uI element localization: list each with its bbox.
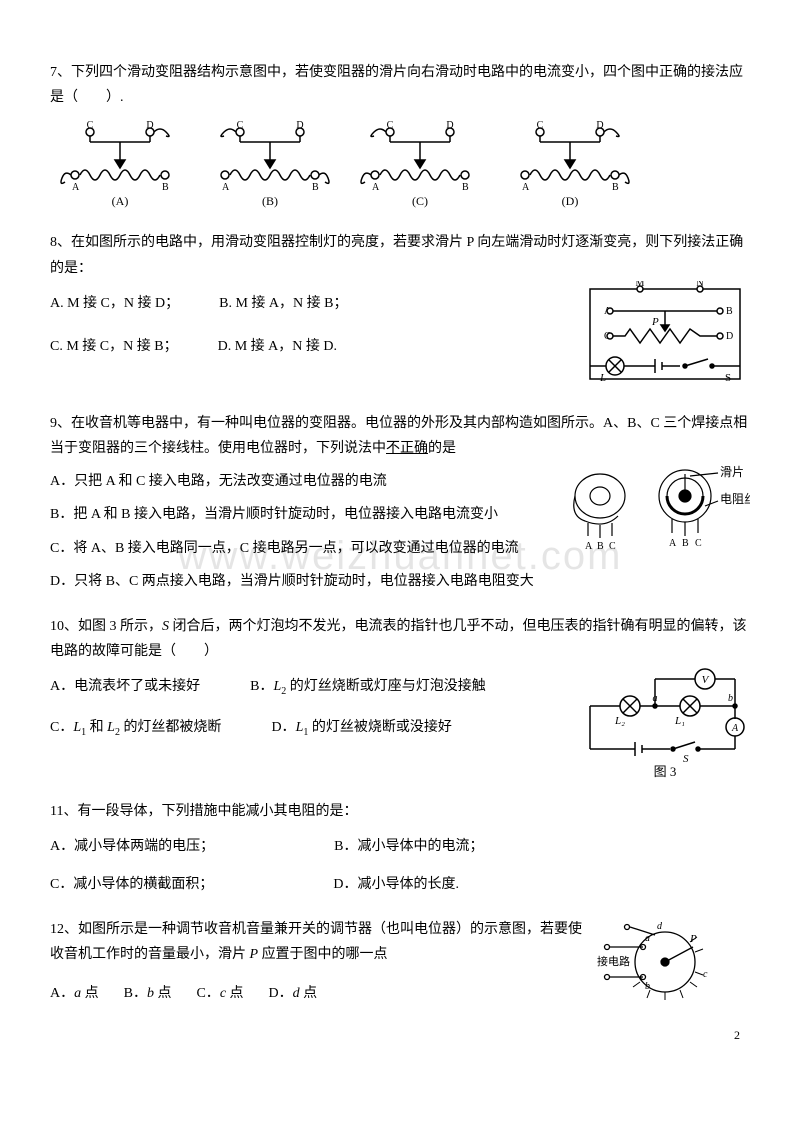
svg-text:B: B <box>162 182 169 193</box>
svg-text:C: C <box>609 541 616 552</box>
q8-text: 8、在如图所示的电路中，用滑动变阻器控制灯的亮度，若要求滑片 P 向左端滑动时灯… <box>50 230 750 280</box>
svg-text:L₁: L₁ <box>674 715 685 727</box>
question-10: 10、如图 3 所示，S 闭合后，两个灯泡均不发光，电流表的指针也几乎不动，但电… <box>50 614 750 779</box>
q9-opt-b: B．把 A 和 B 接入电路，当滑片顺时针旋动时，电位器接入电路电流变小 <box>50 502 550 527</box>
svg-text:C: C <box>237 120 244 131</box>
q10-opt-a: A．电流表坏了或未接好 <box>50 674 200 701</box>
svg-text:L: L <box>599 372 606 384</box>
svg-text:A: A <box>522 182 530 193</box>
svg-text:c: c <box>703 969 708 980</box>
svg-text:D: D <box>296 120 303 131</box>
q8-opt-a: A. M 接 C，N 接 D； <box>50 291 179 316</box>
svg-text:(A): (A) <box>112 194 129 208</box>
q8-opt-c: C. M 接 C，N 接 B； <box>50 334 178 359</box>
svg-text:D: D <box>596 120 603 131</box>
svg-text:D: D <box>446 120 453 131</box>
svg-text:A: A <box>669 538 677 549</box>
svg-text:N: N <box>696 281 703 289</box>
svg-text:a: a <box>645 933 650 944</box>
q10-opt-c: C．L1 和 L2 的灯丝都被烧断 <box>50 715 221 742</box>
svg-text:S: S <box>725 372 731 384</box>
svg-text:D: D <box>146 120 153 131</box>
q10-diagram: V L₂ a L₁ b A <box>580 664 750 779</box>
svg-text:接电路: 接电路 <box>597 955 630 968</box>
q12-opt-d: D．d 点 <box>269 981 318 1006</box>
svg-text:C: C <box>387 120 394 131</box>
q9-diagram: A B C A B C 滑片 电阻丝 <box>560 461 750 556</box>
svg-text:C: C <box>87 120 94 131</box>
svg-text:L₂: L₂ <box>614 715 625 727</box>
q7-text: 7、下列四个滑动变阻器结构示意图中，若使变阻器的滑片向右滑动时电路中的电流变小，… <box>50 60 750 110</box>
q8-diagram: M N A B C D P <box>580 281 750 391</box>
svg-text:P: P <box>651 316 659 328</box>
q8-opt-b: B. M 接 A，N 接 B； <box>219 291 347 316</box>
q12-opt-a: A．a 点 <box>50 981 99 1006</box>
svg-text:V: V <box>702 674 710 686</box>
q10-opt-d: D．L1 的灯丝被烧断或没接好 <box>271 715 451 742</box>
svg-text:d: d <box>657 921 663 932</box>
q11-opt-a: A．减小导体两端的电压； <box>50 834 214 859</box>
svg-text:B: B <box>462 182 469 193</box>
svg-text:b: b <box>728 693 733 704</box>
q12-diagram: P a b d c 接电路 <box>595 917 750 1007</box>
question-7: 7、下列四个滑动变阻器结构示意图中，若使变阻器的滑片向右滑动时电路中的电流变小，… <box>50 60 750 210</box>
q12-opt-b: B．b 点 <box>124 981 172 1006</box>
svg-text:B: B <box>597 541 604 552</box>
svg-text:B: B <box>726 306 733 317</box>
svg-text:A: A <box>222 182 230 193</box>
q9-opt-c: C．将 A、B 接入电路同一点，C 接电路另一点，可以改变通过电位器的电流 <box>50 536 550 561</box>
question-8: 8、在如图所示的电路中，用滑动变阻器控制灯的亮度，若要求滑片 P 向左端滑动时灯… <box>50 230 750 390</box>
svg-text:B: B <box>682 538 689 549</box>
question-12: 12、如图所示是一种调节收音机音量兼开关的调节器（也叫电位器）的示意图，若要使收… <box>50 917 750 1007</box>
q9-text: 9、在收音机等电器中，有一种叫电位器的变阻器。电位器的外形及其内部构造如图所示。… <box>50 411 750 461</box>
q11-text: 11、有一段导体，下列措施中能减小其电阻的是： <box>50 799 750 824</box>
svg-text:S: S <box>683 753 689 765</box>
q11-opt-b: B．减小导体中的电流； <box>334 834 483 859</box>
q7-svg: C D A B (A) C <box>50 120 650 210</box>
q12-opt-c: C．c 点 <box>196 981 243 1006</box>
q10-text: 10、如图 3 所示，S 闭合后，两个灯泡均不发光，电流表的指针也几乎不动，但电… <box>50 614 750 664</box>
svg-text:A: A <box>372 182 380 193</box>
q8-opt-d: D. M 接 A，N 接 D. <box>218 334 337 359</box>
q7-diagram-row: C D A B (A) C <box>50 120 750 210</box>
svg-text:(B): (B) <box>262 194 278 208</box>
q12-text: 12、如图所示是一种调节收音机音量兼开关的调节器（也叫电位器）的示意图，若要使收… <box>50 917 585 967</box>
q9-opt-a: A．只把 A 和 C 接入电路，无法改变通过电位器的电流 <box>50 469 550 494</box>
svg-text:D: D <box>726 331 733 342</box>
svg-text:B: B <box>312 182 319 193</box>
page-number: 2 <box>734 1025 740 1047</box>
svg-text:(D): (D) <box>562 194 579 208</box>
q10-opt-b: B．L2 的灯丝烧断或灯座与灯泡没接触 <box>250 674 486 701</box>
svg-text:滑片: 滑片 <box>720 465 744 479</box>
q11-opt-d: D．减小导体的长度. <box>333 872 459 897</box>
question-11: 11、有一段导体，下列措施中能减小其电阻的是： A．减小导体两端的电压； B．减… <box>50 799 750 897</box>
svg-text:A: A <box>585 541 593 552</box>
svg-text:A: A <box>72 182 80 193</box>
svg-text:图 3: 图 3 <box>654 764 677 779</box>
q11-opt-c: C．减小导体的横截面积； <box>50 872 213 897</box>
svg-text:电阻丝: 电阻丝 <box>720 492 750 506</box>
svg-text:M: M <box>636 281 645 289</box>
svg-text:a: a <box>653 693 658 704</box>
svg-text:b: b <box>645 981 650 992</box>
svg-text:(C): (C) <box>412 194 428 208</box>
question-9: 9、在收音机等电器中，有一种叫电位器的变阻器。电位器的外形及其内部构造如图所示。… <box>50 411 750 594</box>
svg-text:C: C <box>537 120 544 131</box>
q9-opt-d: D．只将 B、C 两点接入电路，当滑片顺时针旋动时，电位器接入电路电阻变大 <box>50 569 750 594</box>
svg-text:A: A <box>731 723 739 734</box>
svg-text:C: C <box>695 538 702 549</box>
svg-text:P: P <box>689 933 697 945</box>
svg-text:B: B <box>612 182 619 193</box>
